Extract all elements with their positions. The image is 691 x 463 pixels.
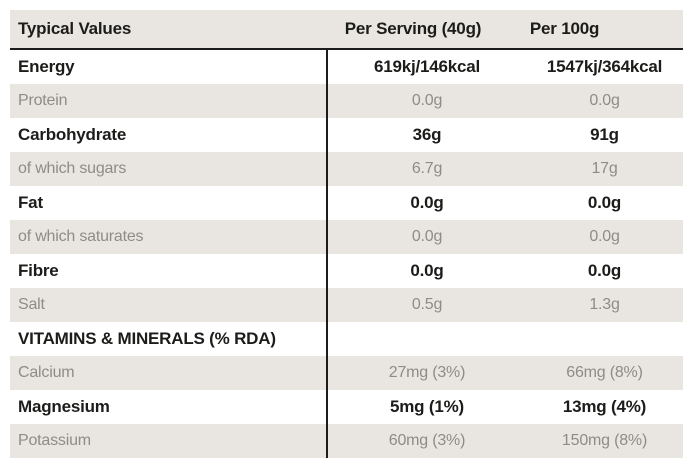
nutrient-label: VITAMINS & MINERALS (% RDA) — [18, 329, 276, 348]
table-row-magnesium: Magnesium 5mg (1%) 13mg (4%) — [10, 390, 683, 424]
per-serving-value: 27mg (3%) — [326, 356, 526, 390]
nutrient-label: Fibre — [18, 261, 59, 280]
per-100g-value: 150mg (8%) — [561, 432, 648, 449]
nutrient-label: Salt — [18, 296, 45, 313]
column-header-per-serving: Per Serving (40g) — [344, 19, 482, 38]
per-serving-value: 60mg (3%) — [326, 424, 526, 458]
per-serving-value: 0.0g — [326, 220, 526, 254]
nutrient-label: Protein — [18, 92, 68, 109]
table-row-of-which-sugars: of which sugars 6.7g 17g — [10, 152, 683, 186]
per-serving-value: 36g — [326, 118, 526, 152]
nutrient-label: of which saturates — [18, 228, 144, 245]
nutrition-facts-table: Typical Values Per Serving (40g) Per 100… — [10, 10, 683, 458]
nutrient-label: Potassium — [18, 432, 91, 449]
per-100g-value: 13mg (4%) — [562, 397, 647, 416]
per-serving-value: 5mg (1%) — [326, 390, 526, 424]
per-100g-value: 0.0g — [589, 92, 620, 109]
table-row-salt: Salt 0.5g 1.3g — [10, 288, 683, 322]
per-100g-value: 0.0g — [587, 193, 622, 212]
nutrient-label: Fat — [18, 193, 43, 212]
per-serving-value: 6.7g — [326, 152, 526, 186]
per-serving-value: 0.0g — [326, 254, 526, 288]
table-row-of-which-saturates: of which saturates 0.0g 0.0g — [10, 220, 683, 254]
table-body: Energy 619kj/146kcal 1547kj/364kcal Prot… — [10, 50, 683, 458]
table-row-calcium: Calcium 27mg (3%) 66mg (8%) — [10, 356, 683, 390]
column-header-typical-values: Typical Values — [18, 19, 132, 38]
per-100g-value: 0.0g — [587, 261, 622, 280]
table-row-fat: Fat 0.0g 0.0g — [10, 186, 683, 220]
per-100g-value — [526, 322, 683, 356]
table-row-potassium: Potassium 60mg (3%) 150mg (8%) — [10, 424, 683, 458]
nutrient-label: Magnesium — [18, 397, 110, 416]
table-row-protein: Protein 0.0g 0.0g — [10, 84, 683, 118]
table-row-vitamins-minerals-rda: VITAMINS & MINERALS (% RDA) — [10, 322, 683, 356]
per-100g-value: 91g — [590, 125, 619, 144]
per-100g-value: 0.0g — [589, 228, 620, 245]
per-100g-value: 1547kj/364kcal — [546, 57, 663, 76]
per-serving-value: 0.0g — [326, 84, 526, 118]
nutrient-label: Carbohydrate — [18, 125, 127, 144]
nutrient-label: Energy — [18, 57, 75, 76]
per-100g-value: 66mg (8%) — [566, 364, 643, 381]
per-serving-value: 619kj/146kcal — [326, 50, 526, 84]
per-100g-value: 1.3g — [589, 296, 620, 313]
table-header-row: Typical Values Per Serving (40g) Per 100… — [10, 10, 683, 50]
per-serving-value: 0.5g — [326, 288, 526, 322]
nutrient-label: Calcium — [18, 364, 75, 381]
per-serving-value — [326, 322, 526, 356]
per-100g-value: 17g — [591, 160, 618, 177]
table-row-energy: Energy 619kj/146kcal 1547kj/364kcal — [10, 50, 683, 84]
per-serving-value: 0.0g — [326, 186, 526, 220]
table-row-fibre: Fibre 0.0g 0.0g — [10, 254, 683, 288]
nutrient-label: of which sugars — [18, 160, 127, 177]
column-header-per-100g: Per 100g — [529, 19, 600, 38]
table-row-carbohydrate: Carbohydrate 36g 91g — [10, 118, 683, 152]
